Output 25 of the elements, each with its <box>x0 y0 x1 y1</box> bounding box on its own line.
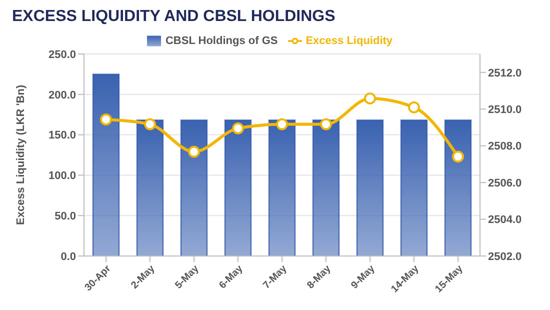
y2-tick-label: 2506.0 <box>488 177 522 190</box>
point <box>144 118 156 130</box>
point <box>408 101 420 114</box>
y2-tick-label: 2508.0 <box>488 140 522 153</box>
legend-label: Excess Liquidity <box>306 34 393 47</box>
y-axis-title: Excess Liquidity (LKR 'Bn) <box>14 84 27 225</box>
point <box>232 122 244 134</box>
y2-tick-label: 2502.0 <box>488 250 522 263</box>
point <box>100 113 112 126</box>
y-tick-label: 50.0 <box>54 210 76 223</box>
point <box>452 150 464 163</box>
y2-tick-label: 2504.0 <box>488 214 522 226</box>
y-tick-label: 150.0 <box>48 130 76 142</box>
point <box>320 118 332 130</box>
chart-title: EXCESS LIQUIDITY AND CBSL HOLDINGS <box>12 8 336 26</box>
y-tick-label: 0.0 <box>60 250 76 263</box>
y-tick-label: 200.0 <box>48 89 76 102</box>
y-tick-label: 250.0 <box>48 48 76 61</box>
point <box>364 92 376 104</box>
y-tick-label: 100.0 <box>48 170 76 182</box>
y2-tick-label: 2512.0 <box>488 67 522 80</box>
legend-label: CBSL Holdings of GS <box>165 34 278 47</box>
point <box>188 146 200 158</box>
y2-tick-label: 2510.0 <box>488 104 522 116</box>
point <box>276 118 288 130</box>
